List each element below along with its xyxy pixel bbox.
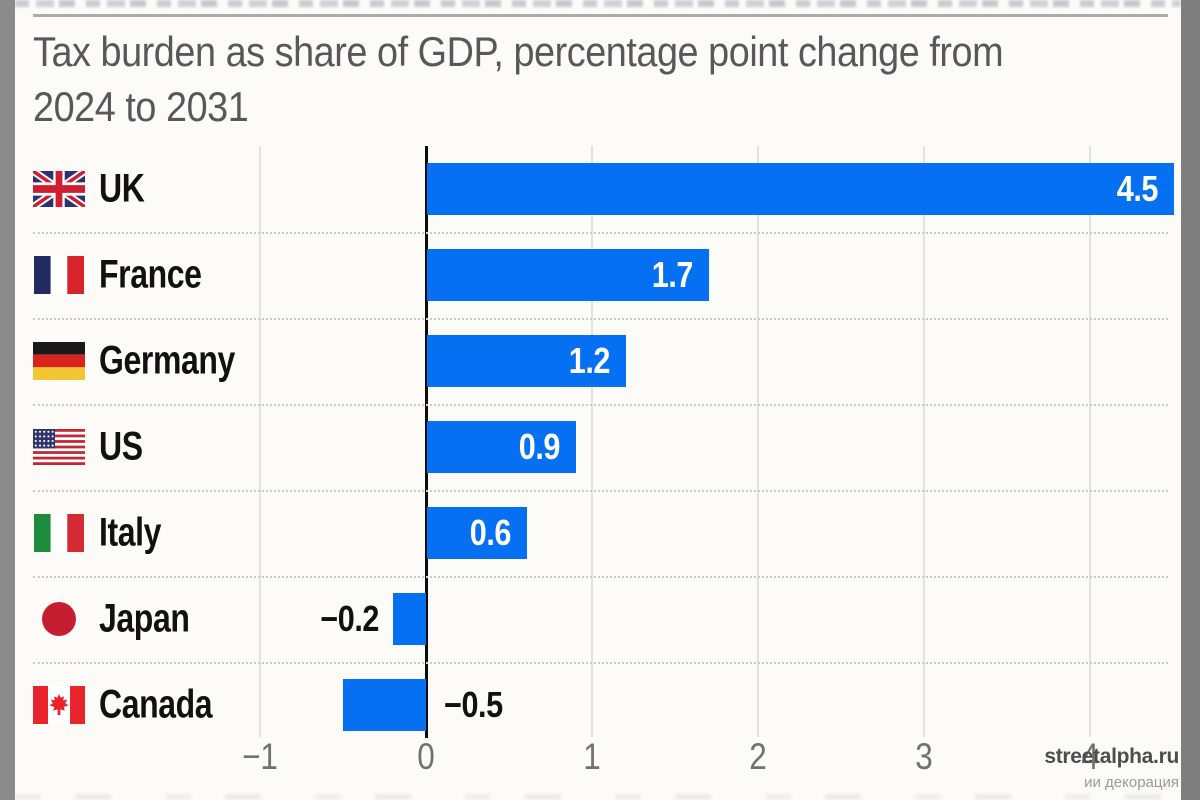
cropped-text-artifact-top xyxy=(15,0,1181,7)
gridline-x-2 xyxy=(757,146,759,737)
x-axis-tick-label: 2 xyxy=(749,736,767,777)
x-axis-tick-label: 4 xyxy=(1081,736,1099,777)
canada-flag-icon xyxy=(33,686,85,724)
x-axis-tick-label: 1 xyxy=(583,736,601,777)
watermark-caption: ии декорация xyxy=(1084,774,1179,791)
zero-axis-line xyxy=(425,146,428,738)
x-axis-tick-label: 3 xyxy=(915,736,933,777)
gridline-x-4 xyxy=(1089,146,1091,737)
country-label-germany: Germany xyxy=(99,338,235,383)
bar-canada xyxy=(343,679,426,731)
bar-us xyxy=(427,421,577,473)
chart-title-line1: Tax burden as share of GDP, percentage p… xyxy=(33,28,1004,75)
page-border-left xyxy=(0,0,15,800)
bar-value-label: −0.2 xyxy=(320,598,379,639)
bar-france xyxy=(427,249,710,301)
country-label-japan: Japan xyxy=(99,596,190,641)
bar-value-label: 0.9 xyxy=(519,426,561,467)
row-separator xyxy=(33,490,1168,492)
top-rule xyxy=(33,14,1168,17)
country-label-us: US xyxy=(99,424,143,469)
country-label-france: France xyxy=(99,252,202,297)
bar-germany xyxy=(427,335,627,387)
gridline-x-3 xyxy=(923,146,925,737)
bar-value-label: 1.2 xyxy=(568,340,611,381)
gridline-x-1 xyxy=(591,146,593,737)
italy-flag-icon xyxy=(33,514,85,552)
row-separator xyxy=(33,576,1168,578)
germany-flag-icon xyxy=(33,342,85,380)
page-border-right xyxy=(1181,0,1200,800)
bar-uk xyxy=(427,163,1174,215)
row-separator xyxy=(33,232,1168,234)
bar-value-label: −0.5 xyxy=(444,684,503,725)
bar-value-label: 0.6 xyxy=(469,512,511,553)
chart-title: Tax burden as share of GDP, percentage p… xyxy=(33,24,1004,134)
us-flag-icon xyxy=(33,428,85,466)
watermark-site: streetalpha.ru xyxy=(1044,745,1179,768)
x-axis-tick-label: 0 xyxy=(417,736,435,777)
cropped-text-artifact-bottom xyxy=(15,794,1181,800)
x-axis-tick-label: −1 xyxy=(242,736,278,777)
bar-japan xyxy=(392,593,426,645)
uk-flag-icon xyxy=(33,170,85,208)
bar-value-label: 4.5 xyxy=(1116,168,1159,209)
japan-flag-icon xyxy=(33,600,85,638)
row-separator xyxy=(33,404,1168,406)
row-separator xyxy=(33,318,1168,320)
bar-value-label: 1.7 xyxy=(651,254,694,295)
country-label-italy: Italy xyxy=(99,510,162,555)
row-separator xyxy=(33,662,1168,664)
gridline-x--1 xyxy=(259,146,261,737)
france-flag-icon xyxy=(33,256,85,294)
chart-title-line2: 2024 to 2031 xyxy=(33,83,249,130)
country-label-canada: Canada xyxy=(99,682,213,727)
country-label-uk: UK xyxy=(99,166,145,211)
bar-italy xyxy=(427,507,527,559)
